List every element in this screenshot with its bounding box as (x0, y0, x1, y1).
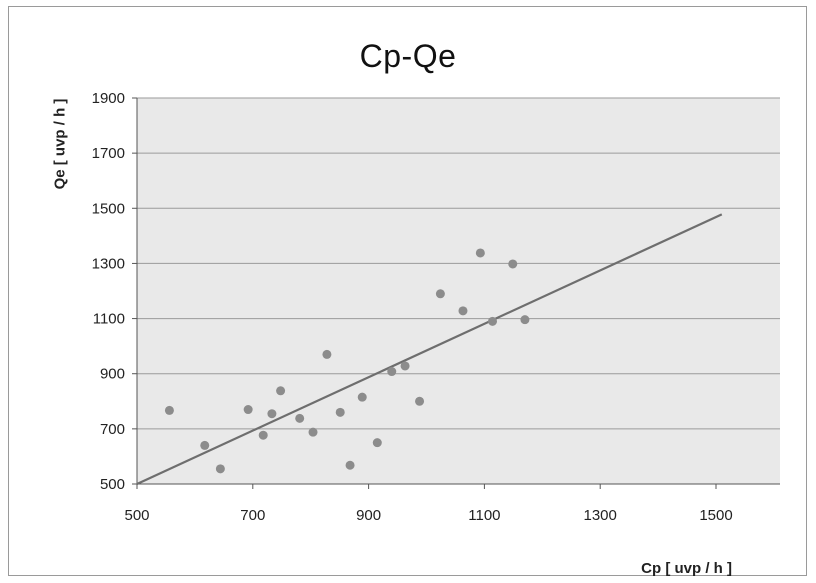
x-tick-label: 900 (356, 507, 381, 524)
y-tick-label: 500 (100, 476, 125, 493)
data-point (373, 438, 382, 447)
data-point (488, 317, 497, 326)
y-tick-label: 1100 (93, 311, 125, 328)
y-tick-label: 1900 (92, 90, 125, 107)
data-point (336, 408, 345, 417)
data-point (259, 431, 268, 440)
data-point (165, 406, 174, 415)
data-point (216, 464, 225, 473)
data-point (322, 350, 331, 359)
data-point (520, 315, 529, 324)
x-tick-label: 700 (240, 507, 265, 524)
x-tick-label: 1100 (468, 507, 500, 524)
data-point (415, 397, 424, 406)
plot-area (137, 98, 780, 484)
y-tick-label: 1500 (92, 200, 125, 217)
x-tick-label: 1500 (699, 507, 732, 524)
data-point (346, 461, 355, 470)
data-point (358, 393, 367, 402)
y-tick-label: 900 (100, 366, 125, 383)
x-tick-label: 500 (124, 507, 149, 524)
data-point (458, 306, 467, 315)
data-point (295, 414, 304, 423)
data-point (508, 259, 517, 268)
data-point (401, 361, 410, 370)
data-point (387, 367, 396, 376)
data-point (200, 441, 209, 450)
data-point (267, 409, 276, 418)
data-point (436, 289, 445, 298)
data-point (476, 248, 485, 257)
x-tick-label: 1300 (584, 507, 617, 524)
y-tick-label: 1300 (92, 255, 125, 272)
data-point (276, 386, 285, 395)
data-point (244, 405, 253, 414)
y-tick-label: 700 (100, 421, 125, 438)
y-tick-label: 1700 (92, 145, 125, 162)
data-point (309, 428, 318, 437)
